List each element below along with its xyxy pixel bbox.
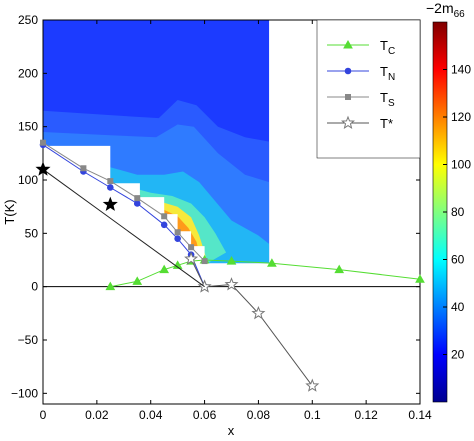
colorbar: −2m66 20 40 60 80 100 120 140 xyxy=(426,0,471,403)
data-point xyxy=(172,260,183,269)
series-layer xyxy=(35,139,425,392)
legend-label: TC xyxy=(380,38,395,57)
x-axis-ticks: 0 0.02 0.04 0.06 0.08 0.1 0.12 0.14 xyxy=(40,20,432,422)
legend-marker xyxy=(343,39,353,49)
data-point xyxy=(161,213,168,220)
colorbar-ticks: 20 40 60 80 100 120 140 xyxy=(443,63,471,362)
data-point xyxy=(132,276,143,285)
black-star-point xyxy=(102,196,118,211)
data-point xyxy=(107,178,114,185)
y-axis-ticks: −100 −50 0 50 100 150 200 250 xyxy=(11,13,420,400)
legend-marker xyxy=(345,94,351,100)
data-point xyxy=(159,264,170,274)
legend-label: T* xyxy=(380,116,393,131)
y-tick-label: 150 xyxy=(18,120,38,134)
data-point xyxy=(184,251,199,265)
data-point xyxy=(174,229,181,236)
colorbar-tick-label: 80 xyxy=(451,205,465,219)
colorbar-tick-label: 120 xyxy=(451,110,471,124)
colorbar-tick-label: 140 xyxy=(451,63,471,77)
y-tick-label: 0 xyxy=(31,280,38,294)
x-tick-label: 0.04 xyxy=(139,408,163,422)
x-tick-label: 0.14 xyxy=(408,408,432,422)
x-tick-label: 0.1 xyxy=(304,408,321,422)
x-tick-label: 0.06 xyxy=(193,408,217,422)
black-star-line xyxy=(42,168,205,288)
series-line xyxy=(42,144,206,287)
colorbar-title-sub: 66 xyxy=(454,9,466,20)
x-tick-label: 0.02 xyxy=(85,408,109,422)
data-point xyxy=(174,235,181,242)
legend-marker xyxy=(341,115,355,130)
legend-label: TN xyxy=(380,64,395,83)
plot-frame xyxy=(42,19,421,405)
x-tick-label: 0.12 xyxy=(354,408,378,422)
y-tick-label: −100 xyxy=(11,386,38,400)
y-tick-label: −50 xyxy=(18,333,39,347)
data-point xyxy=(107,184,114,191)
data-point xyxy=(80,165,87,172)
y-axis-label: T(K) xyxy=(2,199,17,224)
data-point xyxy=(40,139,46,146)
x-tick-label: 0.08 xyxy=(247,408,271,422)
legend-marker xyxy=(344,67,352,75)
legend: TC TN TS T* xyxy=(316,19,421,159)
x-axis-label: x xyxy=(228,423,235,438)
legend-label: TS xyxy=(380,90,395,109)
series-line xyxy=(110,259,421,288)
colorbar-tick-label: 60 xyxy=(451,253,465,267)
data-point xyxy=(224,277,239,291)
y-tick-label: 50 xyxy=(25,226,39,240)
colorbar-tick-label: 20 xyxy=(451,348,465,362)
data-point xyxy=(226,256,237,265)
data-point xyxy=(267,258,277,267)
y-tick-label: 250 xyxy=(18,13,38,27)
data-point xyxy=(251,305,266,320)
data-point xyxy=(133,200,141,207)
data-point xyxy=(415,274,425,283)
data-point xyxy=(134,195,141,202)
data-point xyxy=(160,221,168,229)
data-point xyxy=(334,264,345,274)
data-point xyxy=(305,378,320,392)
colorbar-tick-label: 40 xyxy=(451,300,465,314)
colorbar-title: −2m66 xyxy=(426,0,465,20)
y-tick-label: 100 xyxy=(18,173,38,187)
y-tick-label: 200 xyxy=(18,66,38,80)
data-point xyxy=(188,244,195,251)
legend-box xyxy=(316,19,421,159)
data-point xyxy=(105,281,116,291)
data-point xyxy=(201,258,208,265)
black-star-point xyxy=(35,161,51,176)
x-tick-label: 0 xyxy=(40,408,47,422)
colorbar-tick-label: 100 xyxy=(451,158,471,172)
